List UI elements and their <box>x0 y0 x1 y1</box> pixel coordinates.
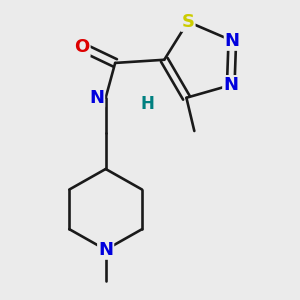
Text: H: H <box>140 95 154 113</box>
Text: N: N <box>98 241 113 259</box>
Text: N: N <box>89 89 104 107</box>
Text: O: O <box>74 38 90 56</box>
Text: S: S <box>182 13 194 31</box>
Text: N: N <box>225 32 240 50</box>
Text: N: N <box>223 76 238 94</box>
